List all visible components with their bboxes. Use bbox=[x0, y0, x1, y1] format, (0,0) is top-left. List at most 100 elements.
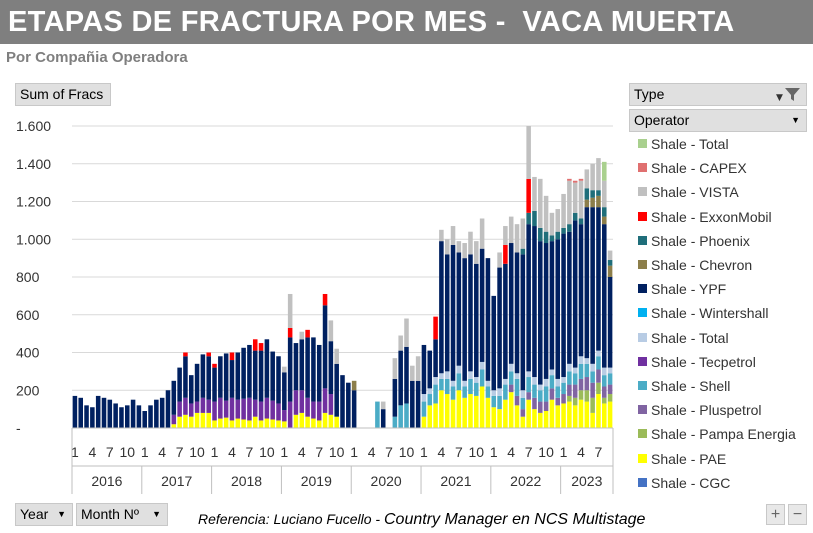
bar-segment bbox=[392, 358, 398, 379]
bar-segment bbox=[508, 363, 514, 372]
year-field-button[interactable]: Year ▼ bbox=[15, 503, 73, 526]
bar-segment bbox=[590, 363, 595, 372]
legend-label: Shale - Wintershall bbox=[651, 305, 769, 322]
month-tick-label: 4 bbox=[228, 444, 236, 460]
bar-segment bbox=[578, 356, 584, 364]
bar-segment bbox=[340, 375, 345, 428]
bar-segment bbox=[194, 412, 200, 428]
bar-segment bbox=[532, 226, 537, 378]
bar-segment bbox=[398, 350, 403, 406]
bar-segment bbox=[520, 254, 526, 391]
bar-segment bbox=[602, 375, 607, 387]
bar-segment bbox=[572, 367, 578, 374]
bar-segment bbox=[380, 409, 386, 429]
bar-segment bbox=[485, 380, 491, 387]
bar-segment bbox=[491, 390, 497, 396]
bar-segment bbox=[520, 248, 526, 255]
month-field-label: Month Nº bbox=[81, 506, 140, 522]
bar-segment bbox=[590, 397, 595, 413]
bar-segment bbox=[171, 380, 177, 415]
bar-segment bbox=[456, 252, 462, 366]
bar-segment bbox=[497, 267, 502, 389]
bar-segment bbox=[538, 401, 543, 413]
bar-segment bbox=[607, 401, 613, 428]
bar-segment bbox=[235, 418, 241, 428]
bar-segment bbox=[485, 386, 491, 398]
bar-segment bbox=[596, 369, 601, 383]
bar-segment bbox=[578, 180, 584, 219]
bar-segment bbox=[235, 352, 241, 400]
bar-segment bbox=[602, 216, 607, 225]
bar-segment bbox=[415, 380, 421, 428]
bar-segment bbox=[334, 363, 339, 417]
bar-segment bbox=[101, 397, 107, 428]
bar-segment bbox=[578, 363, 584, 379]
bar-segment bbox=[439, 390, 444, 428]
bar-segment bbox=[474, 263, 479, 378]
bar-segment bbox=[433, 316, 438, 340]
bar-segment bbox=[590, 371, 595, 383]
bar-segment bbox=[508, 243, 514, 364]
month-tick-label: 7 bbox=[385, 444, 393, 460]
legend-swatch bbox=[638, 381, 647, 390]
bar-segment bbox=[322, 412, 328, 428]
bar-segment bbox=[148, 405, 153, 428]
legend-item: Shale - Tecpetrol bbox=[638, 354, 756, 370]
bar-segment bbox=[334, 416, 339, 428]
legend-item: Shale - Wintershall bbox=[638, 305, 769, 321]
bar-segment bbox=[206, 412, 211, 428]
bar-segment bbox=[270, 419, 275, 428]
bar-segment bbox=[596, 394, 601, 428]
legend-label: Shale - Shell bbox=[651, 378, 731, 394]
bar-segment bbox=[311, 337, 316, 402]
operator-legend-button[interactable]: Operator ▼ bbox=[629, 109, 807, 132]
bar-segment bbox=[247, 344, 252, 398]
bar-segment bbox=[532, 176, 537, 211]
bar-segment bbox=[491, 407, 497, 428]
bar-segment bbox=[485, 258, 491, 381]
bar-segment bbox=[567, 231, 572, 364]
month-tick-label: 4 bbox=[577, 444, 585, 460]
bar-segment bbox=[538, 384, 543, 391]
month-tick-label: 1 bbox=[211, 444, 219, 460]
bar-segment bbox=[538, 412, 543, 428]
bar-segment bbox=[543, 401, 549, 412]
bar-segment bbox=[491, 295, 497, 391]
bar-segment bbox=[532, 377, 537, 385]
legend-swatch bbox=[638, 284, 647, 294]
bar-segment bbox=[538, 241, 543, 385]
bar-segment bbox=[282, 421, 287, 428]
bar-segment bbox=[607, 260, 613, 266]
legend-swatch bbox=[638, 453, 647, 463]
expand-button[interactable]: + bbox=[766, 504, 785, 525]
bar-segment bbox=[520, 390, 526, 398]
bar-segment bbox=[567, 363, 572, 372]
bar-segment bbox=[474, 395, 479, 428]
collapse-button[interactable]: − bbox=[788, 504, 807, 525]
bar-segment bbox=[590, 207, 595, 364]
y-tick-label: 1.400 bbox=[16, 156, 51, 172]
bar-segment bbox=[468, 394, 473, 428]
bar-segment bbox=[578, 224, 584, 357]
bar-segment bbox=[328, 394, 334, 415]
bar-segment bbox=[555, 397, 561, 406]
bar-segment bbox=[532, 397, 537, 410]
bar-segment bbox=[287, 337, 293, 402]
bar-segment bbox=[549, 241, 555, 370]
bar-segment bbox=[584, 363, 590, 378]
month-field-button[interactable]: Month Nº ▼ bbox=[76, 503, 168, 526]
bar-segment bbox=[421, 416, 427, 428]
bar-segment bbox=[171, 414, 177, 425]
bar-segment bbox=[584, 358, 590, 364]
bar-segment bbox=[543, 195, 549, 232]
bar-segment bbox=[555, 405, 561, 428]
values-field-button[interactable]: Sum of Fracs bbox=[15, 83, 111, 106]
type-filter-button[interactable]: Type ▼ bbox=[629, 83, 807, 106]
bar-segment bbox=[427, 350, 433, 389]
bar-segment bbox=[258, 343, 264, 351]
bar-segment bbox=[223, 400, 229, 418]
bar-segment bbox=[567, 178, 572, 181]
bar-segment bbox=[549, 375, 555, 389]
chevron-down-icon: ▼ bbox=[57, 509, 66, 519]
